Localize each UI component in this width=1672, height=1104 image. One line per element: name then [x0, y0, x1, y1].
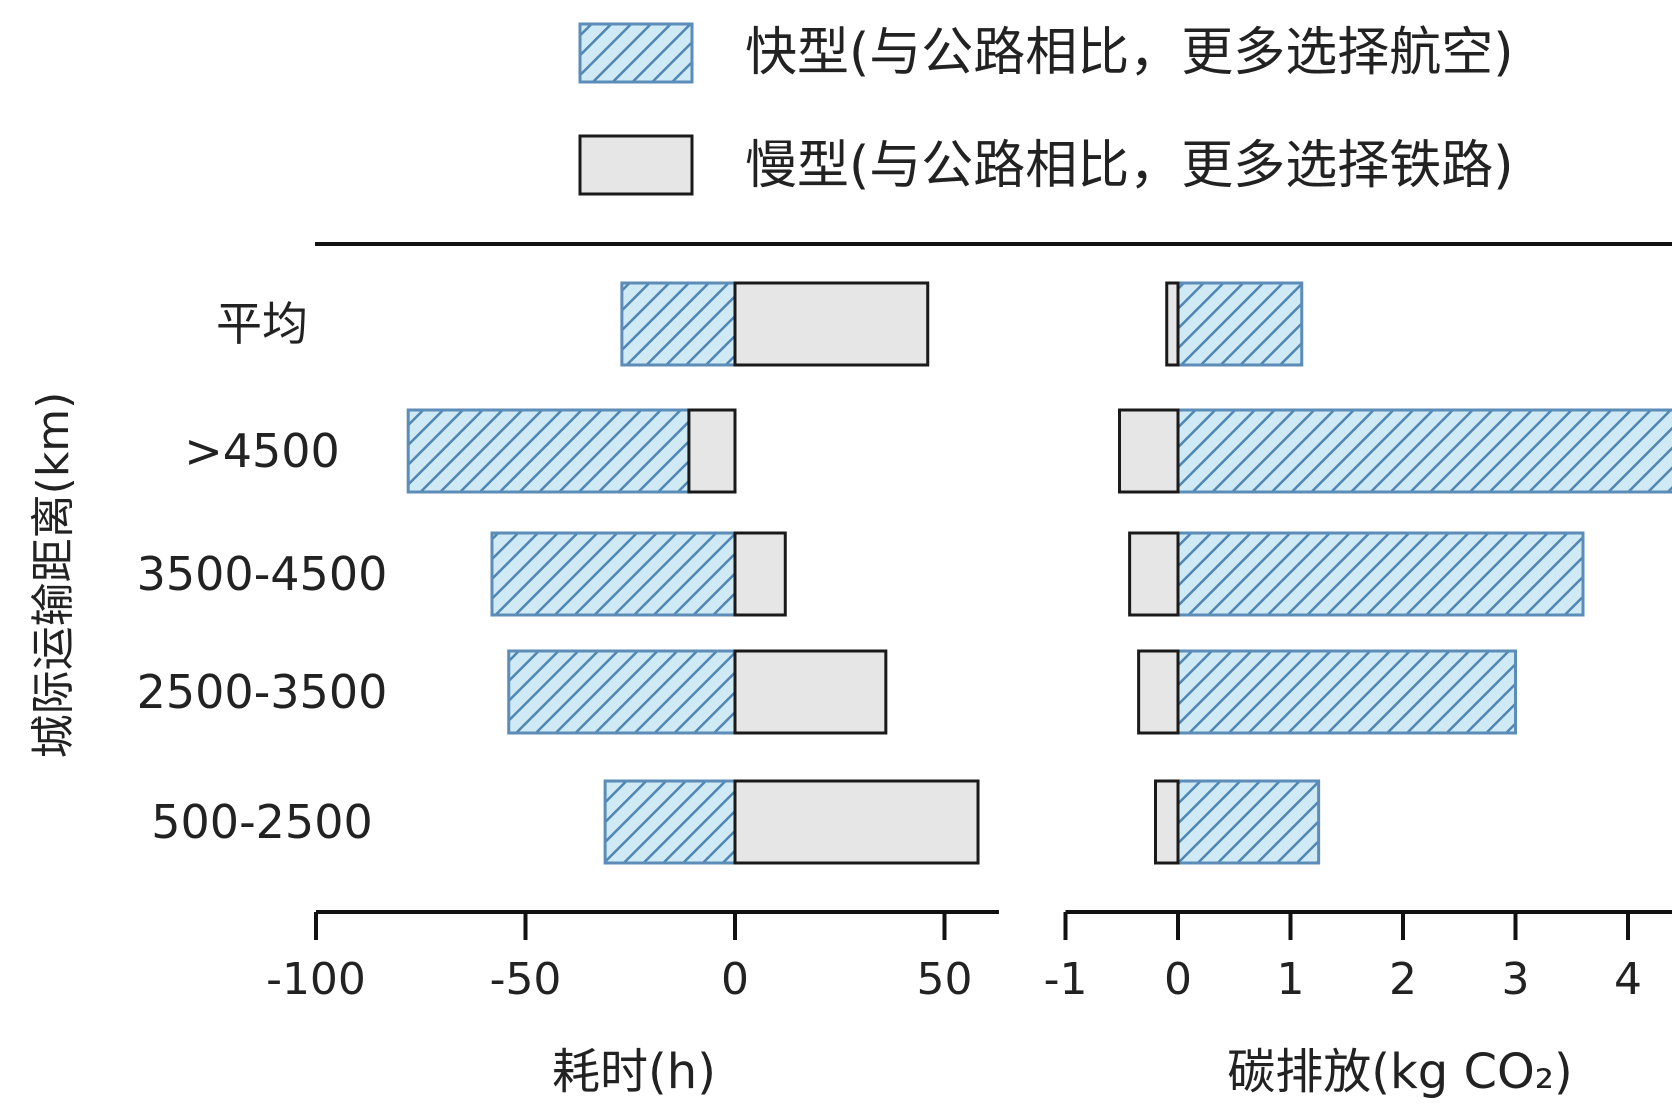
- category-labels: 平均 >4500 3500-4500 2500-3500 500-2500: [137, 297, 388, 849]
- bar-fast: [507, 649, 737, 735]
- x-tick-label: 3: [1502, 954, 1530, 1005]
- legend-fast-label: 快型(与公路相比，更多选择航空): [745, 23, 1514, 83]
- bar-fast: [1176, 408, 1672, 494]
- x-tick-label: 0: [721, 954, 749, 1005]
- x-tick-label: 2: [1389, 954, 1417, 1005]
- legend-fast-swatch: [578, 22, 694, 84]
- panel-time: -100 -50 0 50: [266, 281, 999, 1005]
- bar-slow: [1128, 531, 1180, 617]
- x-tick-label: 1: [1277, 954, 1305, 1005]
- category-label: 2500-3500: [137, 665, 388, 719]
- bar-slow: [733, 779, 980, 865]
- bar-fast: [1176, 531, 1585, 617]
- x-axis-label-carbon: 碳排放(kg CO₂): [1227, 1044, 1573, 1100]
- legend-slow-label: 慢型(与公路相比，更多选择铁路): [745, 136, 1514, 196]
- bar-fast: [406, 408, 737, 494]
- legend: 快型(与公路相比，更多选择航空) 慢型(与公路相比，更多选择铁路): [578, 22, 1514, 196]
- x-axis-label-time: 耗时(h): [552, 1044, 716, 1100]
- x-tick-label: -50: [490, 954, 562, 1005]
- bar-fast: [603, 779, 737, 865]
- bar-slow: [1137, 649, 1180, 735]
- bar-slow: [1165, 281, 1180, 367]
- bar-fast: [1176, 779, 1321, 865]
- bar-slow: [733, 281, 930, 367]
- y-axis-label: 城际运输距离(km): [28, 392, 79, 759]
- panel-carbon: -1 0 1 2 3 4: [1044, 281, 1672, 1005]
- bar-fast: [1176, 649, 1517, 735]
- bar-fast: [490, 531, 737, 617]
- x-tick-label: -1: [1044, 954, 1088, 1005]
- bar-slow: [733, 649, 888, 735]
- legend-slow-swatch: [578, 134, 694, 196]
- x-tick-label: 50: [917, 954, 973, 1005]
- category-label: >4500: [184, 424, 340, 478]
- bar-fast: [1176, 281, 1304, 367]
- category-label: 平均: [216, 297, 308, 351]
- category-label: 500-2500: [151, 795, 372, 849]
- x-tick-label: -100: [266, 954, 366, 1005]
- x-tick-label: 0: [1164, 954, 1192, 1005]
- bar-fast: [620, 281, 737, 367]
- x-tick-label: 4: [1614, 954, 1642, 1005]
- bar-slow: [1154, 779, 1180, 865]
- category-label: 3500-4500: [137, 547, 388, 601]
- bar-slow: [687, 408, 737, 494]
- bar-slow: [1118, 408, 1180, 494]
- bar-slow: [733, 531, 787, 617]
